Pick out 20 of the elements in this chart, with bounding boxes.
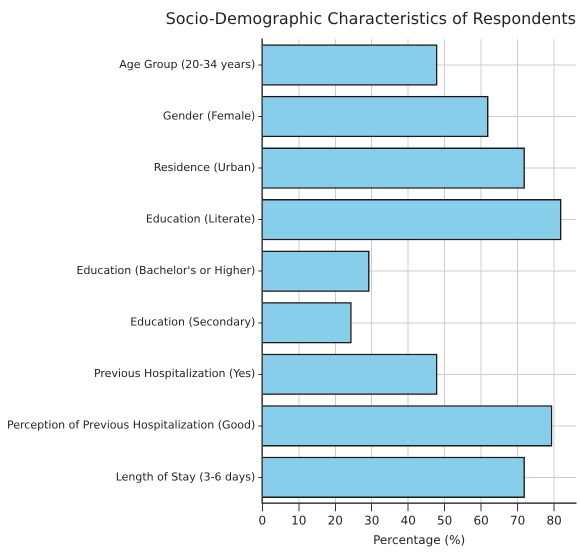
x-tick-label: 80 <box>546 514 562 528</box>
x-tick-label: 10 <box>291 514 306 528</box>
y-tick-label: Education (Secondary) <box>130 316 256 329</box>
y-tick-label: Age Group (20-34 years) <box>119 58 256 71</box>
x-tick-label: 70 <box>510 514 526 528</box>
x-tick-label: 50 <box>437 514 452 528</box>
x-tick-label: 40 <box>400 514 416 528</box>
x-tick-label: 60 <box>474 514 489 528</box>
y-tick-label: Length of Stay (3-6 days) <box>116 470 256 484</box>
x-axis-title: Percentage (%) <box>373 532 466 547</box>
y-tick-label: Gender (Female) <box>162 109 256 122</box>
x-tick-label: 30 <box>364 514 380 528</box>
y-tick-label: Education (Literate) <box>146 212 256 226</box>
y-tick-label: Education (Bachelor's or Higher) <box>76 264 256 278</box>
x-tick-label: 20 <box>328 514 343 528</box>
y-tick-label: Previous Hospitalization (Yes) <box>94 367 256 380</box>
x-tick-label: 0 <box>258 514 266 528</box>
y-tick-label: Residence (Urban) <box>154 160 256 174</box>
chart-title: Socio-Demographic Characteristics of Respondents <box>166 8 576 28</box>
y-tick-label: Perception of Previous Hospitalization (Good) <box>6 418 256 432</box>
